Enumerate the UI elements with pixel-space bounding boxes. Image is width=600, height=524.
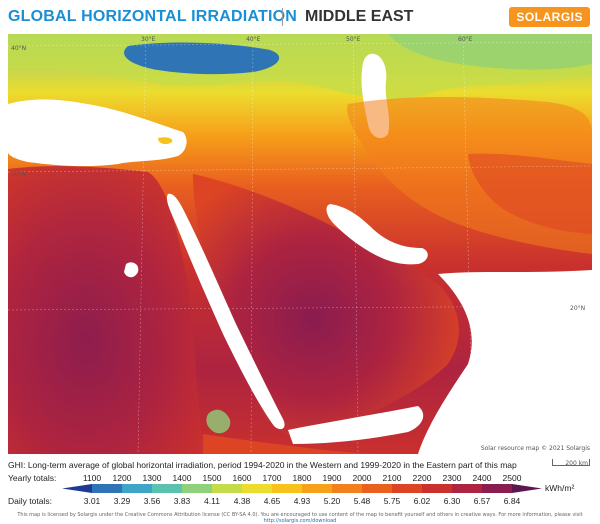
daily-tick-label: 3.56 xyxy=(143,496,161,506)
sahara-region xyxy=(8,166,203,454)
download-link[interactable]: http://solargis.com/download xyxy=(263,518,337,524)
yearly-tick-label: 1400 xyxy=(172,473,192,483)
yearly-tick-label: 1100 xyxy=(82,473,102,483)
lon-label-60e: 60°E xyxy=(458,36,473,43)
legend-swatch xyxy=(362,484,393,493)
legend-color-bar xyxy=(62,484,542,493)
legend-swatch xyxy=(182,484,213,493)
legend-swatch xyxy=(212,484,243,493)
yearly-tick-label: 2400 xyxy=(472,473,492,483)
daily-tick-label: 3.01 xyxy=(83,496,101,506)
graticule xyxy=(8,34,592,454)
mediterranean-sea xyxy=(8,99,187,167)
daily-tick-label: 5.20 xyxy=(323,496,341,506)
daily-totals-label: Daily totals: xyxy=(8,496,52,506)
gulf-of-aden xyxy=(288,406,424,444)
horn-of-africa xyxy=(203,434,388,454)
region-title: MIDDLE EAST xyxy=(305,8,414,25)
arabian-sea xyxy=(418,270,592,454)
yearly-ticks: 1100 1200 1300 1400 1500 1600 1700 1800 1900 2000… xyxy=(62,473,542,485)
lat-label-40n: 40°N xyxy=(11,45,26,52)
legend-swatch xyxy=(272,484,303,493)
legend-swatch xyxy=(512,484,542,493)
yearly-tick-label: 1500 xyxy=(202,473,222,483)
yearly-tick-label: 2500 xyxy=(502,473,522,483)
legend-swatch xyxy=(122,484,153,493)
yearly-tick-label: 1200 xyxy=(112,473,132,483)
daily-tick-label: 3.83 xyxy=(173,496,191,506)
legend-unit: kWh/m² xyxy=(545,483,575,493)
daily-tick-label: 4.11 xyxy=(204,496,220,506)
header: GLOBAL HORIZONTAL IRRADIATION MIDDLE EAS… xyxy=(0,0,600,34)
license-text: This map is licensed by Solargis under t… xyxy=(17,512,583,518)
yearly-tick-label: 1700 xyxy=(262,473,282,483)
legend-swatch xyxy=(152,484,183,493)
map-attribution: Solar resource map © 2021 Solargis xyxy=(480,445,590,452)
daily-tick-label: 6.30 xyxy=(443,496,461,506)
daily-tick-label: 4.65 xyxy=(263,496,281,506)
title-separator xyxy=(282,8,283,26)
daily-ticks: 3.01 3.29 3.56 3.83 4.11 4.38 4.65 4.93 5.20 5.48… xyxy=(62,496,542,508)
ethiopian-highlands xyxy=(206,409,231,434)
legend-swatch xyxy=(302,484,333,493)
legend-swatch xyxy=(392,484,423,493)
legend-swatch xyxy=(62,484,92,493)
persian-gulf xyxy=(326,204,428,265)
scale-label: 200 km xyxy=(565,460,588,467)
red-sea xyxy=(166,193,285,430)
license-footer: This map is licensed by Solargis under t… xyxy=(0,512,600,524)
irradiation-map[interactable]: 30°E 40°E 50°E 60°E 40°N 30°N 20°N xyxy=(8,34,592,454)
daily-tick-label: 3.29 xyxy=(113,496,131,506)
map-title: GLOBAL HORIZONTAL IRRADIATION xyxy=(8,8,298,25)
daily-tick-label: 5.48 xyxy=(353,496,371,506)
yearly-tick-label: 1900 xyxy=(322,473,342,483)
yearly-tick-label: 2100 xyxy=(382,473,402,483)
lon-label-30e: 30°E xyxy=(141,36,156,43)
yearly-tick-label: 2200 xyxy=(412,473,432,483)
eastern-iran-hot xyxy=(468,153,592,234)
lat-label-30n: 30°N xyxy=(11,171,26,178)
yearly-tick-label: 2000 xyxy=(352,473,372,483)
daily-tick-label: 4.93 xyxy=(293,496,311,506)
legend-swatch xyxy=(482,484,513,493)
map-caption: GHI: Long-term average of global horizon… xyxy=(8,460,517,470)
cyprus xyxy=(158,137,173,145)
legend-swatch xyxy=(332,484,363,493)
legend-swatch xyxy=(92,484,123,493)
lat-label-20n: 20°N xyxy=(570,305,585,312)
yearly-tick-label: 2300 xyxy=(442,473,462,483)
black-sea xyxy=(124,42,280,75)
legend-swatch xyxy=(452,484,483,493)
daily-tick-label: 4.38 xyxy=(233,496,251,506)
map-canvas: 30°E 40°E 50°E 60°E 40°N 30°N 20°N xyxy=(8,34,592,454)
daily-tick-label: 6.57 xyxy=(473,496,491,506)
yearly-tick-label: 1800 xyxy=(292,473,312,483)
yearly-totals-label: Yearly totals: xyxy=(8,473,57,483)
lon-label-50e: 50°E xyxy=(346,36,361,43)
lake-nasser xyxy=(124,262,139,278)
solargis-logo[interactable]: SOLARGIS xyxy=(509,7,590,27)
arabian-peninsula xyxy=(193,174,459,438)
daily-tick-label: 5.75 xyxy=(383,496,401,506)
daily-tick-label: 6.84 xyxy=(503,496,521,506)
legend-swatch xyxy=(242,484,273,493)
yearly-tick-label: 1600 xyxy=(232,473,252,483)
legend-swatch xyxy=(422,484,453,493)
yearly-tick-label: 1300 xyxy=(142,473,162,483)
central-asia-band xyxy=(388,34,592,70)
scale-bar xyxy=(552,459,590,466)
lon-label-40e: 40°E xyxy=(246,36,261,43)
daily-tick-label: 6.02 xyxy=(413,496,431,506)
